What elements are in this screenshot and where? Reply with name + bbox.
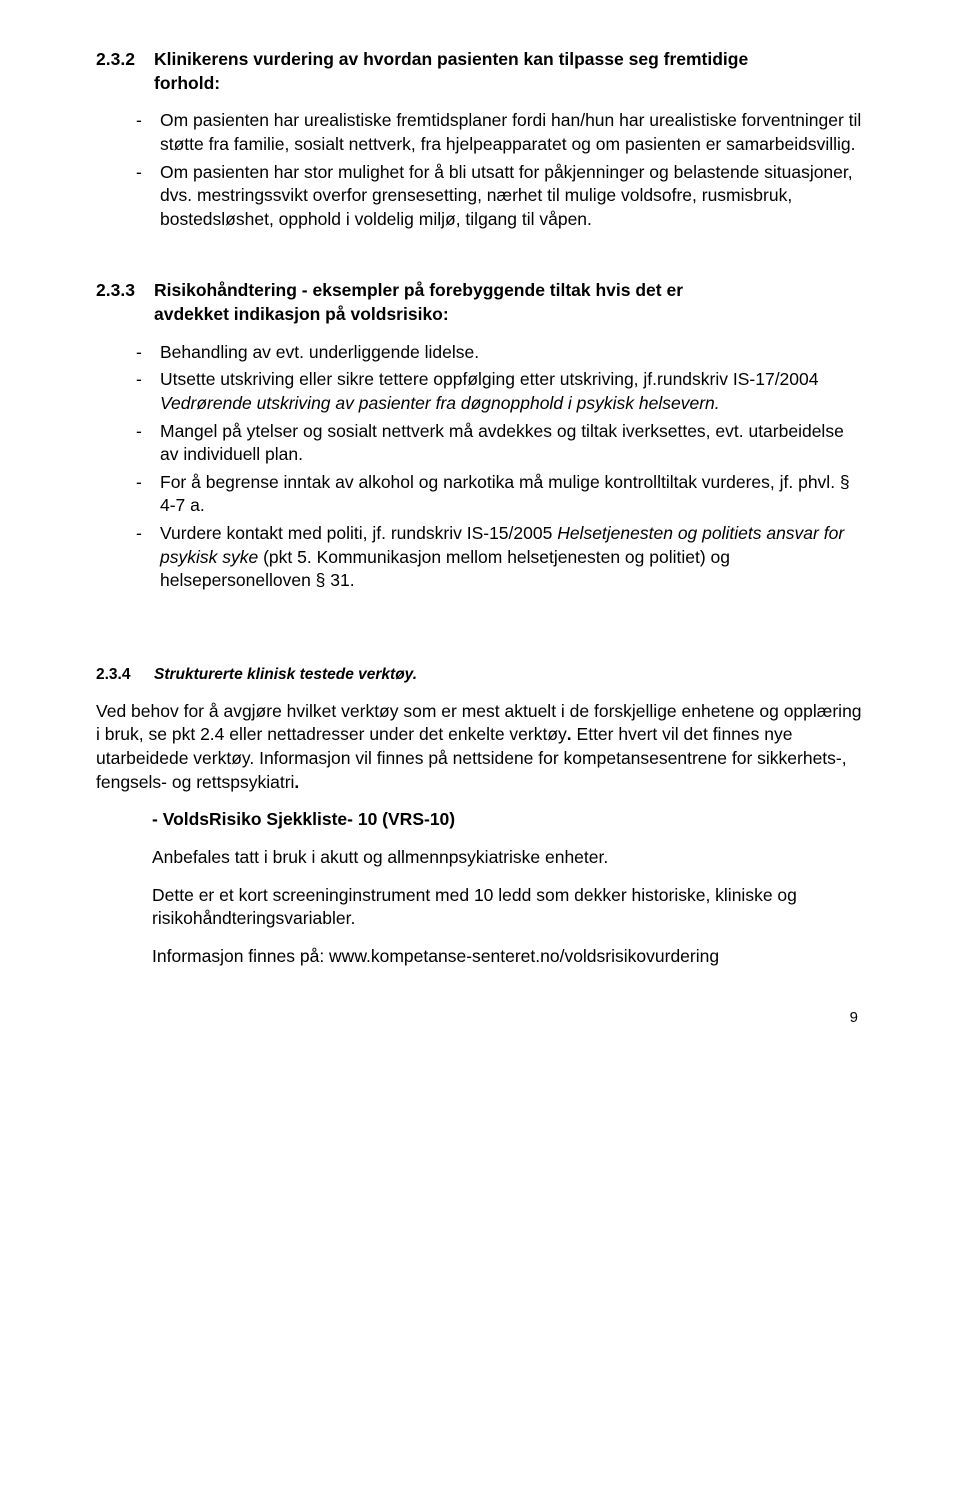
section-232-title: Klinikerens vurdering av hvordan pasient… — [154, 48, 748, 95]
vrs-10-subtitle: - VoldsRisiko Sjekkliste- 10 (VRS-10) — [152, 808, 864, 832]
bullet-text-em: Vedrørende utskriving av pasienter fra d… — [160, 393, 720, 413]
section-234-number: 2.3.4 — [96, 665, 154, 686]
section-232-heading: 2.3.2 Klinikerens vurdering av hvordan p… — [96, 48, 864, 95]
section-233-heading: 2.3.3 Risikohåndtering - eksempler på fo… — [96, 279, 864, 326]
page-number: 9 — [96, 1008, 864, 1028]
section-232-title-line2: forhold: — [154, 73, 220, 93]
section-233-number: 2.3.3 — [96, 279, 154, 303]
list-item: Utsette utskriving eller sikre tettere o… — [136, 368, 864, 415]
vrs-10-paragraph-2: Dette er et kort screeninginstrument med… — [152, 884, 864, 931]
section-234-title: Strukturerte klinisk testede verktøy. — [154, 665, 417, 686]
list-item: For å begrense inntak av alkohol og nark… — [136, 471, 864, 518]
section-232-bullets: Om pasienten har urealistiske fremtidspl… — [96, 109, 864, 231]
list-item: Behandling av evt. underliggende lidelse… — [136, 341, 864, 365]
bullet-text: Om pasienten har urealistiske fremtidspl… — [160, 110, 861, 154]
list-item: Om pasienten har stor mulighet for å bli… — [136, 161, 864, 232]
bullet-text: Behandling av evt. underliggende lidelse… — [160, 342, 479, 362]
list-item: Vurdere kontakt med politi, jf. rundskri… — [136, 522, 864, 593]
document-page: 2.3.2 Klinikerens vurdering av hvordan p… — [0, 0, 960, 1077]
section-234-intro-paragraph: Ved behov for å avgjøre hvilket verktøy … — [96, 700, 864, 795]
vrs-10-paragraph-3: Informasjon finnes på: www.kompetanse-se… — [152, 945, 864, 969]
section-233-title: Risikohåndtering - eksempler på forebygg… — [154, 279, 683, 326]
section-233-title-line2: avdekket indikasjon på voldsrisiko: — [154, 304, 449, 324]
list-item: Mangel på ytelser og sosialt nettverk må… — [136, 420, 864, 467]
vrs-10-paragraph-1: Anbefales tatt i bruk i akutt og allmenn… — [152, 846, 864, 870]
bullet-text-pre: Vurdere kontakt med politi, jf. rundskri… — [160, 523, 557, 543]
bullet-text: Om pasienten har stor mulighet for å bli… — [160, 162, 853, 229]
section-233-bullets: Behandling av evt. underliggende lidelse… — [96, 341, 864, 593]
para-bold2: . — [294, 772, 299, 792]
section-234-heading: 2.3.4 Strukturerte klinisk testede verkt… — [96, 665, 864, 686]
bullet-text: Mangel på ytelser og sosialt nettverk må… — [160, 421, 844, 465]
section-234-sub-block: - VoldsRisiko Sjekkliste- 10 (VRS-10) An… — [96, 808, 864, 968]
bullet-text-pre: Utsette utskriving eller sikre tettere o… — [160, 369, 818, 389]
list-item: Om pasienten har urealistiske fremtidspl… — [136, 109, 864, 156]
section-232-title-line1: Klinikerens vurdering av hvordan pasient… — [154, 49, 748, 69]
section-232-number: 2.3.2 — [96, 48, 154, 72]
section-233-title-line1: Risikohåndtering - eksempler på forebygg… — [154, 280, 683, 300]
bullet-text: For å begrense inntak av alkohol og nark… — [160, 472, 850, 516]
